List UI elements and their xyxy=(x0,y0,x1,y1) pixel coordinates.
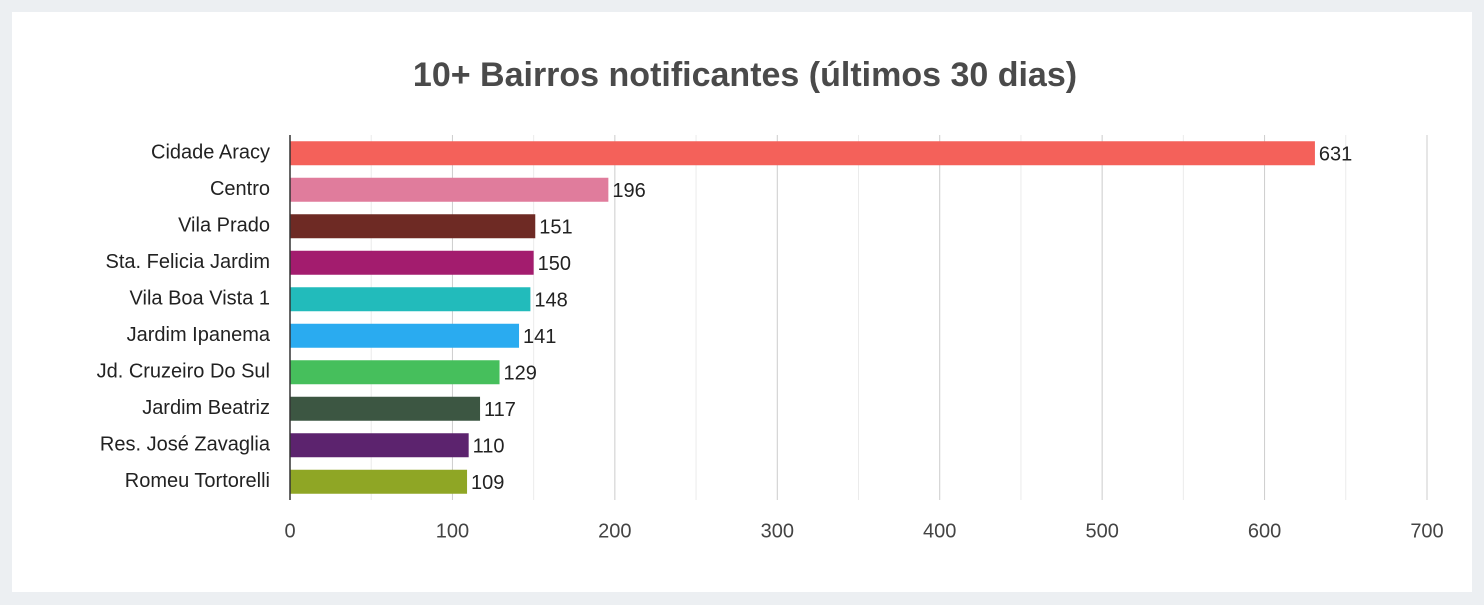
x-tick-label: 600 xyxy=(1248,520,1281,542)
x-tick-label: 200 xyxy=(598,520,631,542)
y-tick-label: Cidade Aracy xyxy=(151,142,270,164)
x-tick-label: 300 xyxy=(761,520,794,542)
x-tick-label: 700 xyxy=(1410,520,1443,542)
bar xyxy=(290,469,468,494)
y-tick-label: Jardim Beatriz xyxy=(142,397,270,419)
y-tick-label: Centro xyxy=(210,178,270,200)
bar xyxy=(290,396,481,421)
y-tick-label: Jardim Ipanema xyxy=(127,324,271,346)
x-tick-label: 400 xyxy=(923,520,956,542)
data-label: 110 xyxy=(473,436,505,458)
bar xyxy=(290,250,534,275)
card xyxy=(12,12,1472,592)
bar xyxy=(290,287,531,312)
y-tick-label: Sta. Felicia Jardim xyxy=(106,251,271,273)
data-label: 129 xyxy=(504,363,537,385)
data-label: 148 xyxy=(534,290,567,312)
data-label: 151 xyxy=(539,217,572,239)
y-tick-label: Vila Prado xyxy=(178,215,270,237)
bar xyxy=(290,141,1315,166)
bar xyxy=(290,323,520,348)
data-label: 109 xyxy=(471,472,504,494)
y-tick-label: Jd. Cruzeiro Do Sul xyxy=(97,361,270,383)
x-tick-label: 500 xyxy=(1085,520,1118,542)
y-tick-label: Vila Boa Vista 1 xyxy=(130,288,270,310)
data-label: 150 xyxy=(538,253,571,275)
data-label: 196 xyxy=(612,180,645,202)
y-tick-label: Res. José Zavaglia xyxy=(100,434,271,456)
data-label: 631 xyxy=(1319,144,1352,166)
bar xyxy=(290,433,469,458)
chart-title: 10+ Bairros notificantes (últimos 30 dia… xyxy=(413,56,1077,94)
bar xyxy=(290,214,536,239)
x-tick-label: 100 xyxy=(436,520,469,542)
bar xyxy=(290,177,609,202)
data-label: 141 xyxy=(523,326,556,348)
y-tick-label: Romeu Tortorelli xyxy=(125,470,270,492)
x-tick-label: 0 xyxy=(284,520,295,542)
data-label: 117 xyxy=(484,399,516,421)
bar xyxy=(290,360,500,385)
